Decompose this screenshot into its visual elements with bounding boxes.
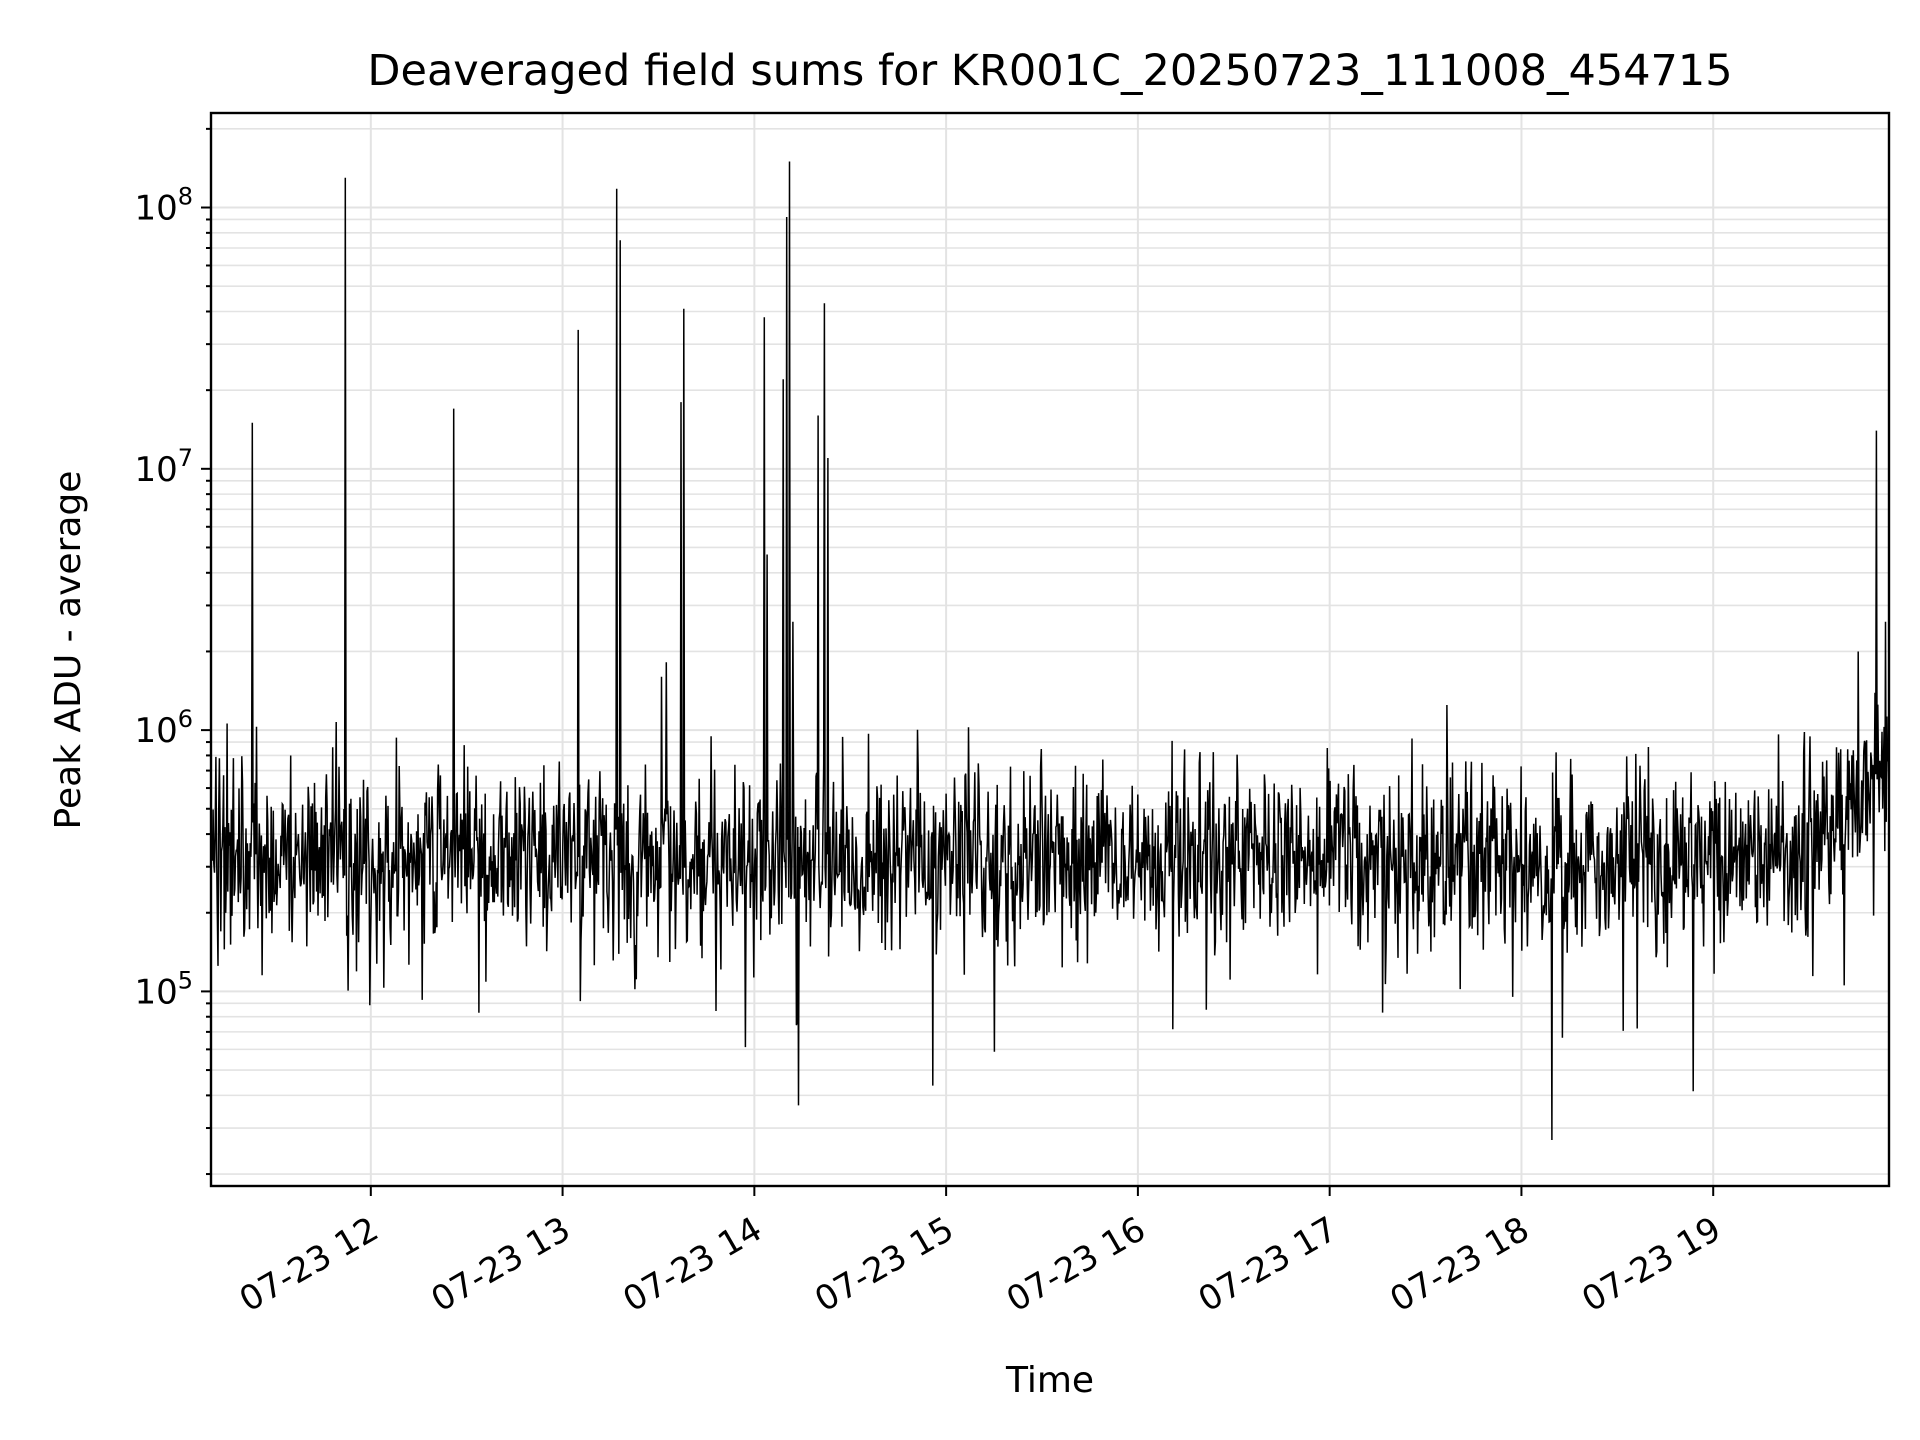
plot-frame <box>209 111 1891 1188</box>
y-tick-label: 107 <box>134 444 193 490</box>
grid-lines <box>211 113 1889 1186</box>
y-axis-label: Peak ADU - average <box>48 471 89 830</box>
x-axis-label: Time <box>1005 1360 1094 1401</box>
y-tick-label: 108 <box>134 183 193 229</box>
chart-title: Deaveraged field sums for KR001C_2025072… <box>367 46 1732 96</box>
y-tick-label: 105 <box>134 966 193 1012</box>
y-axis-ticks: 105 106 107 108 <box>134 127 211 1176</box>
series-line <box>210 161 1890 1141</box>
y-tick-label: 106 <box>134 705 193 751</box>
